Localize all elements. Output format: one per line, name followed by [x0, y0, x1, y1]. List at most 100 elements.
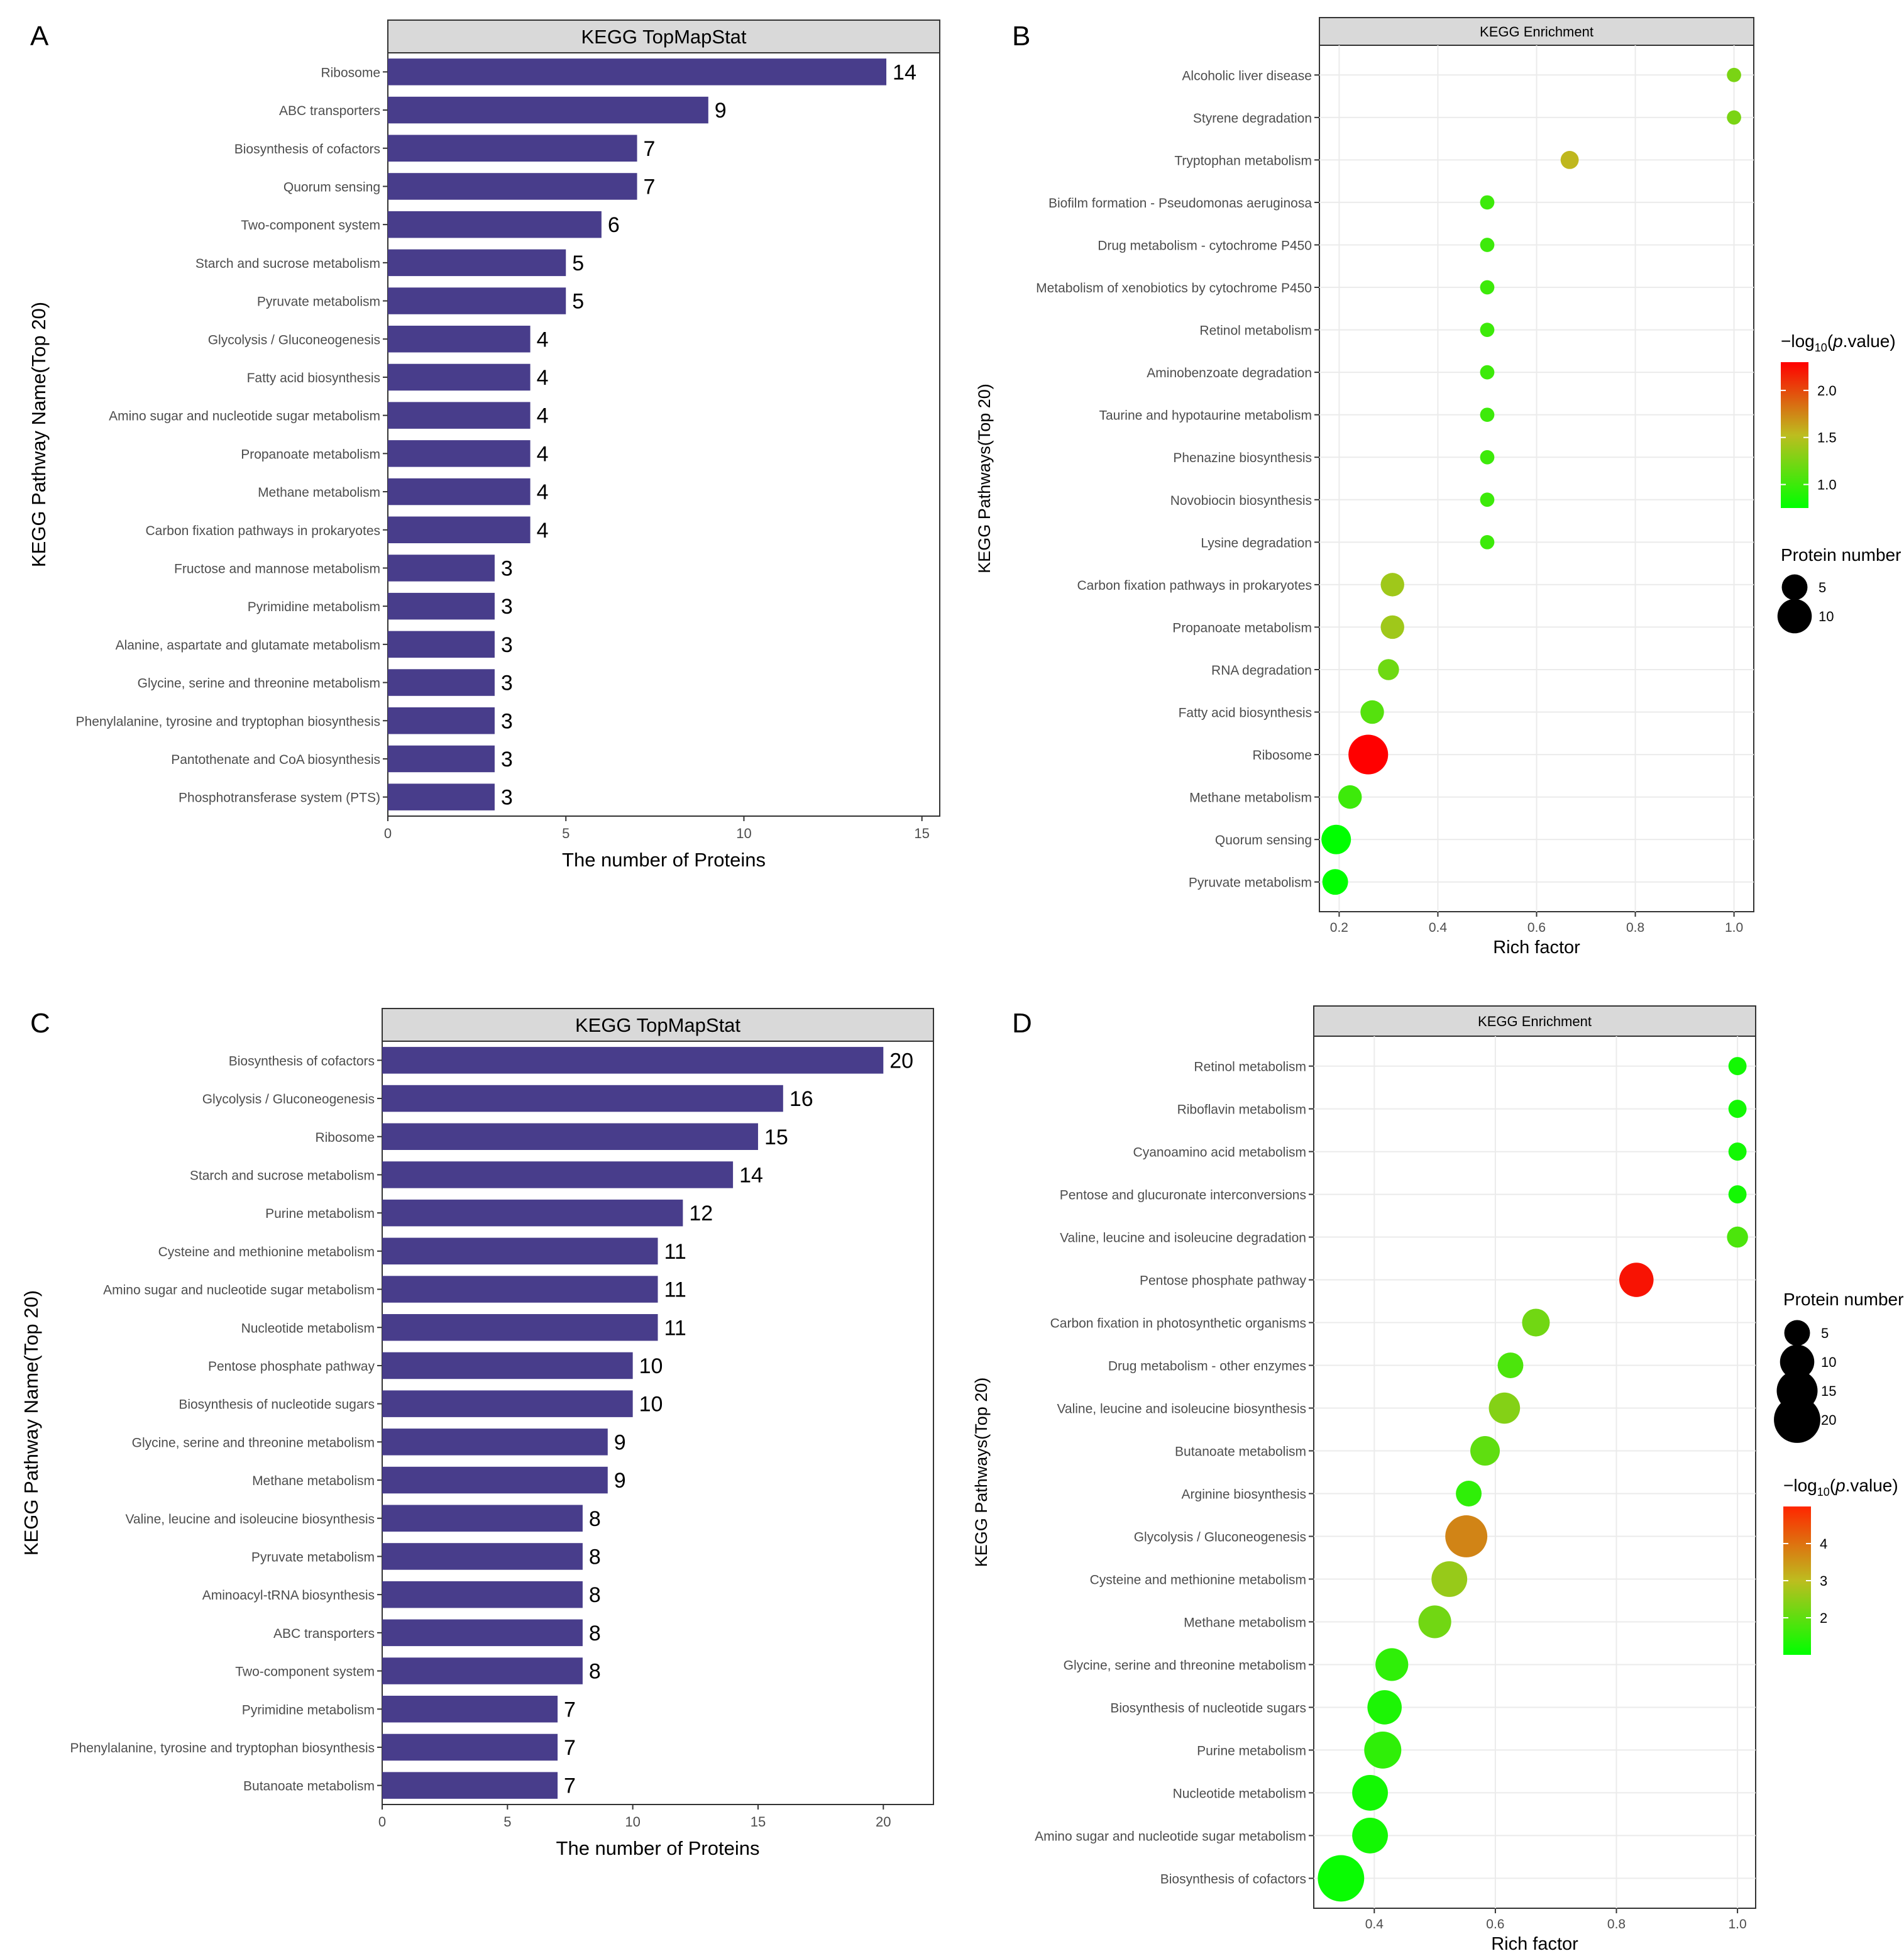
y-tick-label: Carbon fixation in photosynthetic organi… — [1050, 1317, 1306, 1331]
y-tick-label: Starch and sucrose metabolism — [195, 257, 380, 271]
y-tick-label: Fatty acid biosynthesis — [247, 371, 380, 385]
data-label: 7 — [564, 1736, 576, 1760]
bar-20 — [382, 1772, 558, 1799]
data-label: 4 — [537, 480, 549, 504]
point-2 — [1728, 1100, 1747, 1118]
data-label: 6 — [608, 213, 620, 237]
y-tick-label: Aminobenzoate degradation — [1147, 366, 1312, 380]
legend-title-part: 10 — [1815, 341, 1827, 354]
size-legend-label: 20 — [1821, 1412, 1836, 1428]
x-axis-title: The number of Proteins — [556, 1837, 760, 1859]
data-label: 4 — [537, 519, 549, 543]
y-tick-label: Pyruvate metabolism — [1189, 876, 1312, 890]
bar-19 — [388, 745, 495, 773]
bar-18 — [388, 707, 495, 734]
data-label: 8 — [589, 1507, 601, 1531]
x-tick-label: 0.6 — [1486, 1917, 1504, 1932]
y-tick-label: Two-component system — [241, 218, 380, 233]
y-tick-label: Two-component system — [235, 1665, 375, 1679]
bar-4 — [382, 1161, 734, 1188]
data-label: 5 — [572, 290, 584, 314]
y-tick-label: Biosynthesis of cofactors — [1160, 1872, 1306, 1886]
bar-17 — [388, 669, 495, 696]
x-tick-label: 1.0 — [1729, 1917, 1747, 1932]
point-9 — [1480, 407, 1495, 423]
y-tick-label: Retinol metabolism — [1199, 324, 1312, 338]
point-16 — [1360, 700, 1384, 724]
data-label: 3 — [501, 748, 513, 771]
y-tick-label: Amino sugar and nucleotide sugar metabol… — [103, 1283, 375, 1298]
size-legend-title: Protein number — [1781, 545, 1901, 565]
bar-10 — [388, 402, 531, 429]
bar-14 — [382, 1543, 583, 1570]
point-5 — [1727, 1226, 1748, 1248]
x-tick-label: 0 — [384, 826, 392, 841]
bar-5 — [382, 1199, 683, 1227]
y-tick-label: Pantothenate and CoA biosynthesis — [171, 753, 380, 767]
x-axis-title: The number of Proteins — [562, 849, 766, 871]
point-14 — [1418, 1605, 1451, 1639]
point-7 — [1522, 1308, 1550, 1337]
point-10 — [1480, 450, 1495, 465]
bar-9 — [388, 363, 531, 391]
data-label: 15 — [764, 1125, 788, 1149]
x-tick-label: 0.8 — [1626, 920, 1644, 935]
y-tick-label: Butanoate metabolism — [243, 1779, 375, 1794]
point-15 — [1375, 1648, 1409, 1681]
legend-title-part: p — [1832, 331, 1843, 351]
size-legend-title: Protein number — [1783, 1290, 1903, 1309]
y-tick-label: Fructose and mannose metabolism — [174, 561, 380, 576]
y-tick-label: Cysteine and methionine metabolism — [1090, 1572, 1306, 1587]
bar-11 — [388, 440, 531, 467]
panel-d: D KEGG Enrichment Retinol metabolism Ribofl… — [972, 1005, 1903, 1951]
data-label: 3 — [501, 786, 513, 810]
x-tick-label: 5 — [504, 1814, 511, 1830]
y-tick-label: Phenylalanine, tyrosine and tryptophan b… — [76, 714, 380, 729]
data-label: 3 — [501, 672, 513, 695]
bar-17 — [382, 1657, 583, 1684]
data-label: 7 — [644, 175, 656, 199]
bar-11 — [382, 1429, 608, 1456]
x-axis-title: Rich factor — [1493, 937, 1580, 958]
y-tick-label: Biosynthesis of nucleotide sugars — [1110, 1701, 1306, 1715]
bar-3 — [382, 1123, 758, 1150]
legend-title-part: .value) — [1843, 331, 1896, 351]
panel-letter: D — [1012, 1008, 1032, 1039]
data-label: 3 — [501, 556, 513, 580]
data-label: 5 — [572, 251, 584, 275]
data-label: 7 — [564, 1774, 576, 1798]
y-tick-label: Propanoate metabolism — [241, 447, 380, 461]
point-11 — [1456, 1481, 1482, 1506]
y-tick-label: Styrene degradation — [1193, 111, 1312, 126]
data-label: 4 — [537, 328, 549, 351]
color-tick-label: 1.0 — [1817, 477, 1837, 493]
legend-title-part: ( — [1830, 1476, 1836, 1495]
bar-15 — [388, 592, 495, 620]
size-legend-dot — [1777, 599, 1812, 634]
y-tick-label: Propanoate metabolism — [1172, 621, 1312, 635]
size-legend-label: 5 — [1819, 580, 1826, 595]
y-tick-label: Nucleotide metabolism — [1173, 1786, 1306, 1801]
y-tick-label: Cysteine and methionine metabolism — [158, 1245, 375, 1259]
legend-title-part: .value) — [1846, 1476, 1898, 1495]
y-tick-label: Aminoacyl-tRNA biosynthesis — [202, 1588, 375, 1603]
y-tick-label: Amino sugar and nucleotide sugar metabol… — [109, 409, 380, 424]
x-tick-label: 0.4 — [1429, 920, 1448, 935]
x-tick-label: 5 — [562, 826, 570, 841]
strip-header — [382, 1008, 934, 1042]
x-tick-label: 10 — [625, 1814, 640, 1830]
color-tick-label: 1.5 — [1817, 430, 1837, 446]
y-tick-label: Methane metabolism — [1184, 1615, 1306, 1630]
y-tick-label: Pyruvate metabolism — [251, 1550, 375, 1564]
bar-5 — [388, 211, 602, 238]
y-tick-label: Novobiocin biosynthesis — [1170, 494, 1312, 508]
y-tick-label: Retinol metabolism — [1194, 1060, 1306, 1075]
bar-3 — [388, 135, 637, 162]
point-7 — [1480, 323, 1495, 337]
x-tick-label: 20 — [876, 1814, 891, 1830]
data-label: 7 — [564, 1698, 576, 1722]
point-19 — [1321, 824, 1351, 854]
bar-13 — [388, 516, 531, 543]
data-label: 16 — [790, 1087, 813, 1111]
